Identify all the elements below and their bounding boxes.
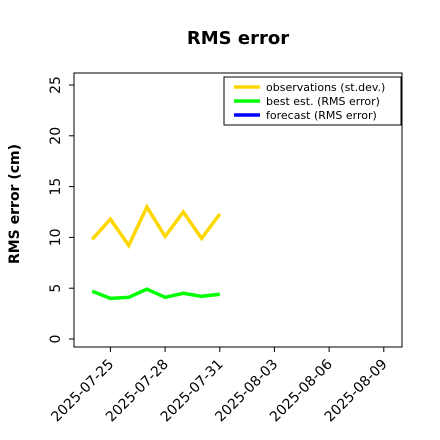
y-tick-label: 0	[48, 335, 64, 344]
legend-entry-0: observations (st.dev.)	[266, 81, 385, 94]
y-tick-label: 5	[48, 284, 64, 293]
chart-title: RMS error	[187, 28, 289, 49]
legend-entry-1: best est. (RMS error)	[266, 95, 380, 108]
legend-entry-2: forecast (RMS error)	[266, 109, 377, 122]
series-line-1	[91, 287, 220, 301]
plot-area	[90, 203, 222, 301]
y-tick-label: 20	[48, 127, 64, 145]
series-line-0	[90, 203, 222, 249]
plot-frame	[73, 72, 403, 348]
y-axis-label: RMS error (cm)	[7, 144, 23, 264]
y-tick-label: 25	[48, 76, 64, 94]
y-tick-label: 15	[48, 178, 64, 196]
legend: observations (st.dev.)best est. (RMS err…	[223, 76, 402, 126]
y-tick-label: 10	[48, 228, 64, 246]
axes: 05101520252025-07-252025-07-282025-07-31…	[48, 72, 403, 425]
